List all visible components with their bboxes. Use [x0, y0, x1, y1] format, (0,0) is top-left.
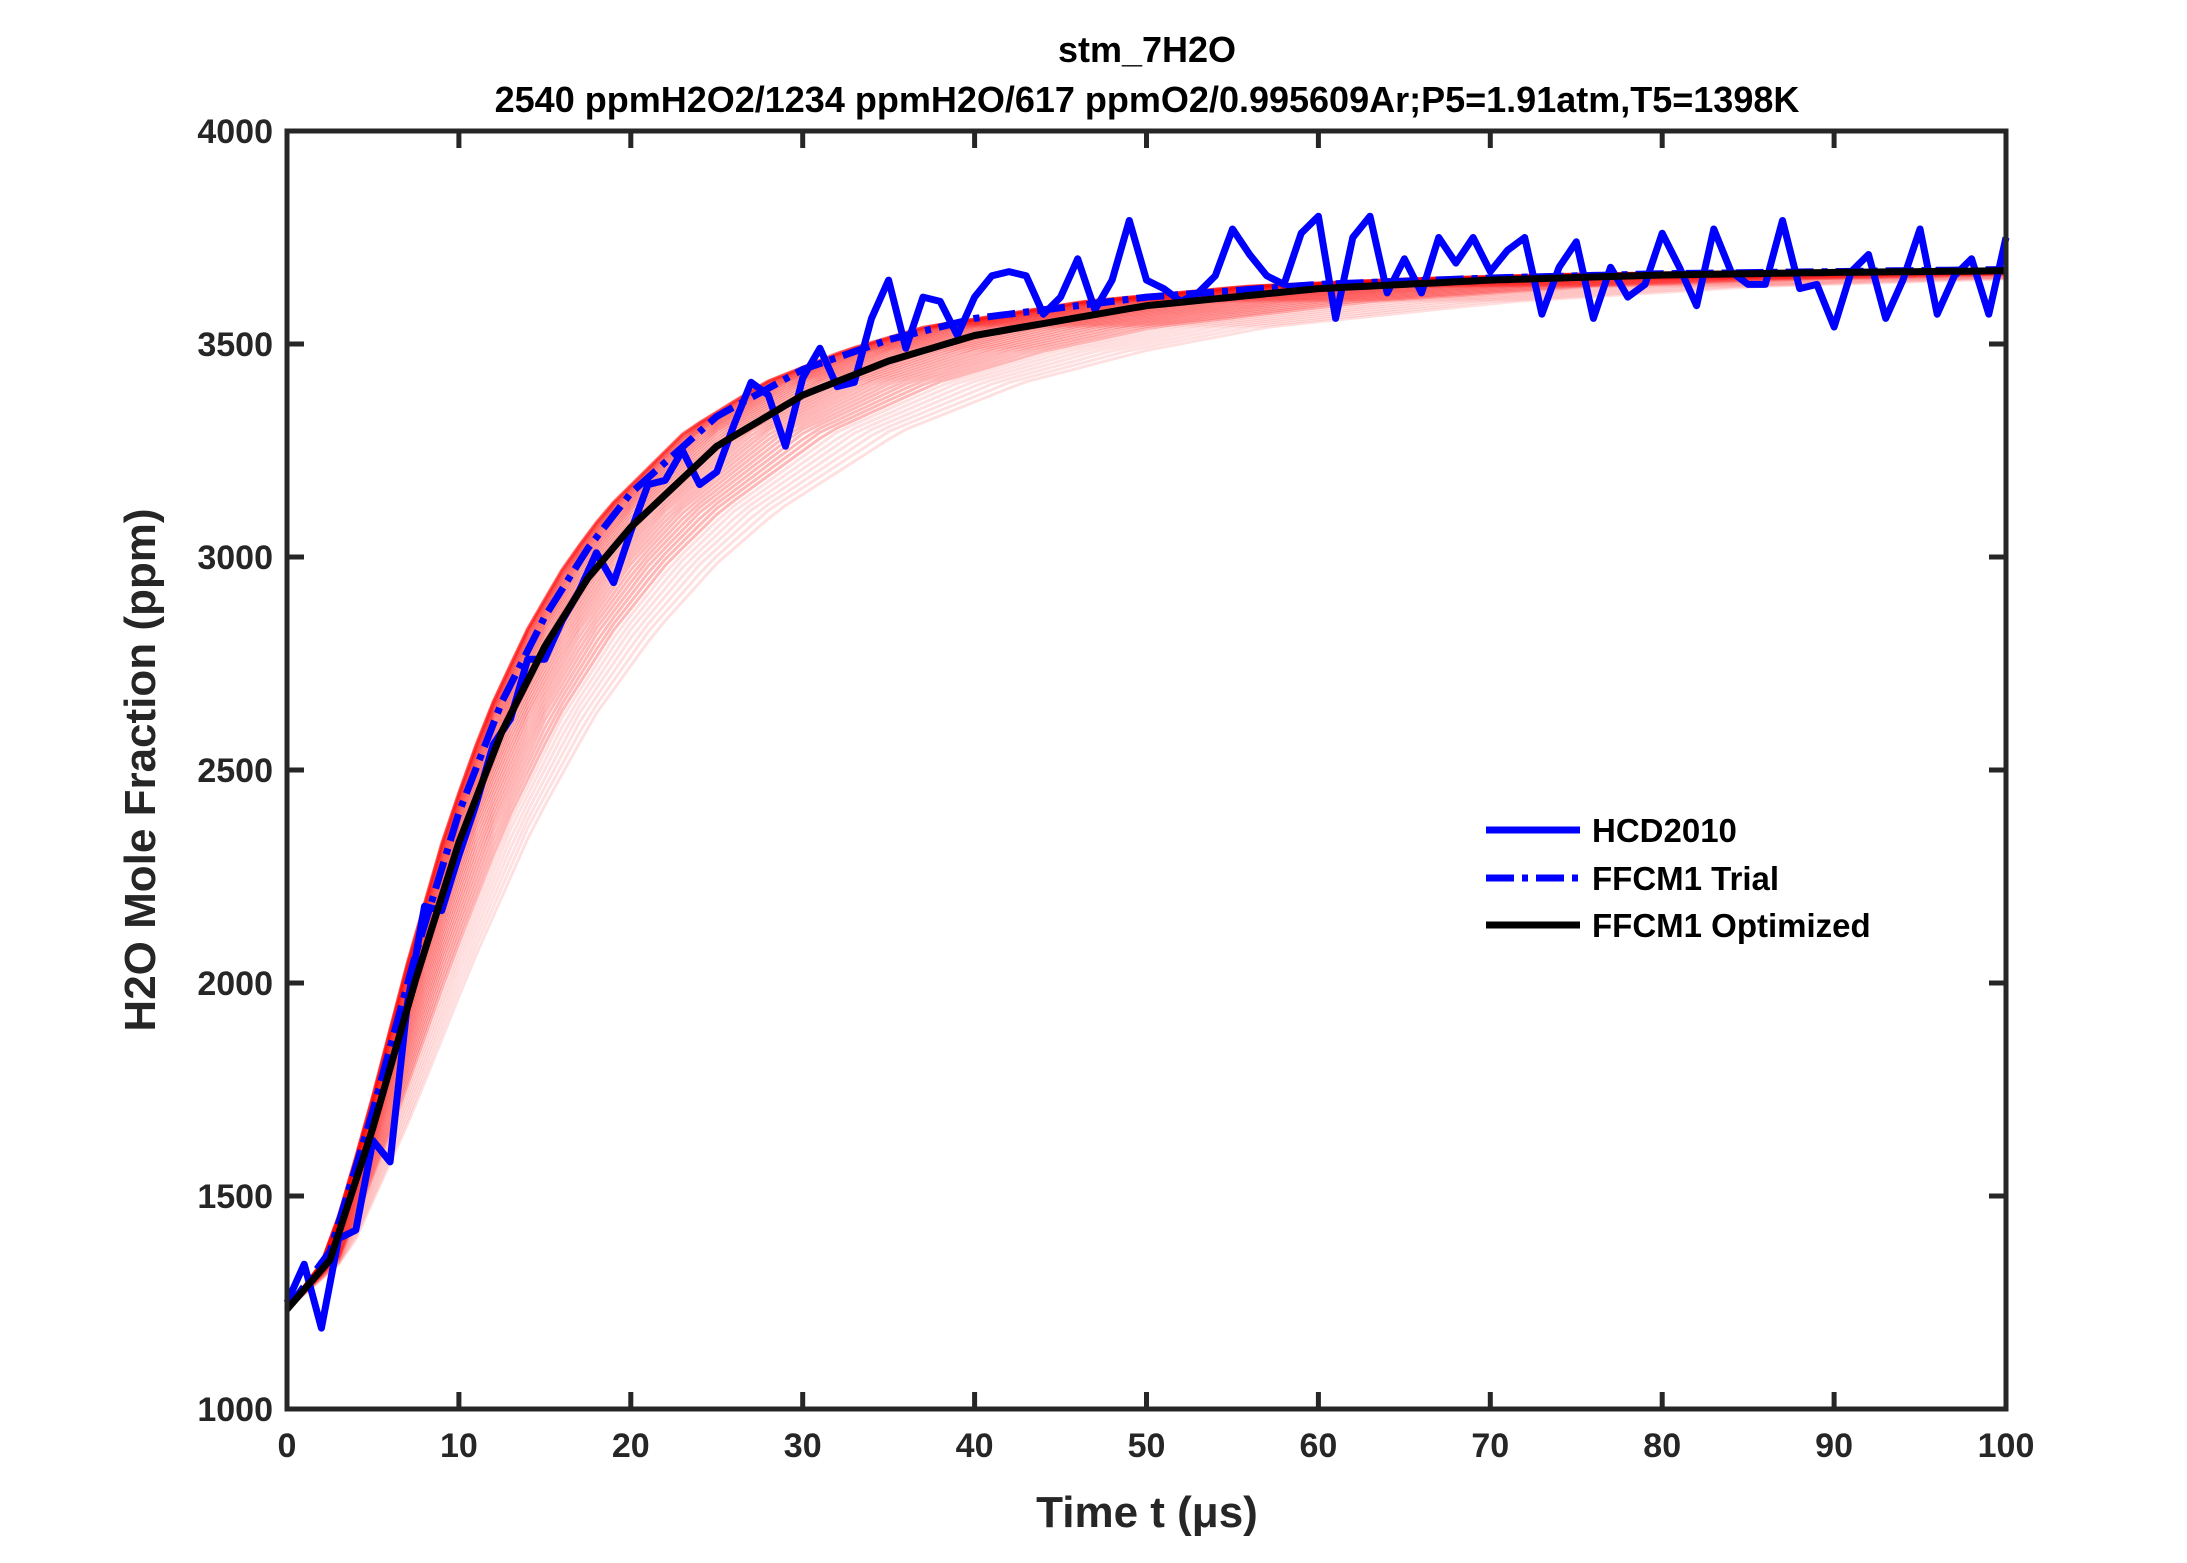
x-tick-label: 10: [440, 1427, 478, 1465]
ensemble-curve: [285, 274, 2007, 1311]
series-line-ffcm1-optimized: [284, 267, 2007, 1312]
ensemble-curve: [285, 271, 2007, 1311]
ensemble-curve: [285, 270, 2007, 1311]
ensemble-curve: [285, 271, 2007, 1311]
ensemble-curve: [285, 275, 2007, 1311]
ensemble-curve: [285, 270, 2007, 1311]
ensemble-curve: [285, 270, 2007, 1311]
ensemble-curve: [285, 272, 2007, 1311]
x-tick-label: 90: [1815, 1427, 1853, 1465]
x-tick-label: 70: [1471, 1427, 1509, 1465]
chart-subtitle: 2540 ppmH2O2/1234 ppmH2O/617 ppmO2/0.995…: [495, 79, 1800, 120]
y-tick-label: 2500: [197, 752, 273, 790]
ensemble-curve: [285, 275, 2007, 1311]
ensemble-curve: [285, 273, 2007, 1311]
ensemble-curve: [285, 271, 2007, 1311]
x-tick-label: 50: [1128, 1427, 1166, 1465]
y-tick-label: 4000: [197, 113, 273, 151]
y-tick-label: 1500: [197, 1178, 273, 1216]
ensemble-curve: [286, 277, 2007, 1311]
chart-title: stm_7H2O: [1058, 29, 1236, 70]
ensemble-curve: [285, 273, 2007, 1311]
y-tick-label: 2000: [197, 965, 273, 1003]
x-axis-label: Time t (μs): [1036, 1488, 1258, 1537]
ensemble-curves: [285, 268, 2007, 1311]
ensemble-curve: [286, 276, 2007, 1311]
legend-label-ffcm1-optimized: FFCM1 Optimized: [1592, 907, 1871, 944]
x-tick-label: 80: [1643, 1427, 1681, 1465]
y-tick-label: 3000: [197, 539, 273, 577]
y-tick-label: 3500: [197, 326, 273, 364]
y-axis-label: H2O Mole Fraction (ppm): [116, 508, 165, 1031]
ensemble-curve: [285, 276, 2007, 1311]
x-tick-label: 30: [784, 1427, 822, 1465]
ensemble-curve: [285, 270, 2007, 1311]
x-tick-label: 40: [956, 1427, 994, 1465]
ticks: 0 10 20 30 40 50 60 70 80 90 100 1000 1500 2000 2500 30…: [197, 113, 2034, 1465]
legend-label-ffcm1-trial: FFCM1 Trial: [1592, 860, 1779, 897]
x-tick-label: 60: [1299, 1427, 1337, 1465]
ensemble-curve: [285, 272, 2007, 1311]
series-line-ffcm1-trial: [284, 266, 2007, 1312]
legend-label-hcd2010: HCD2010: [1592, 812, 1737, 849]
y-tick-label: 1000: [197, 1391, 273, 1429]
legend: HCD2010 FFCM1 Trial FFCM1 Optimized: [1486, 812, 1871, 944]
ensemble-curve: [285, 271, 2007, 1311]
x-tick-label: 0: [278, 1427, 297, 1465]
x-tick-label: 100: [1978, 1427, 2035, 1465]
ensemble-curve: [285, 272, 2007, 1311]
x-tick-label: 20: [612, 1427, 650, 1465]
series-lines: [283, 212, 2010, 1332]
ensemble-curve: [285, 270, 2007, 1311]
